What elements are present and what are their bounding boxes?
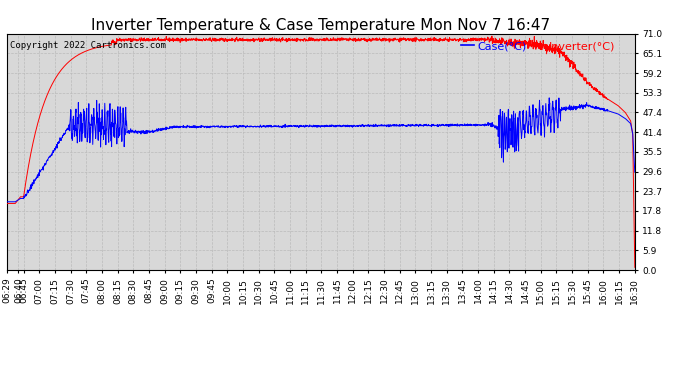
Title: Inverter Temperature & Case Temperature Mon Nov 7 16:47: Inverter Temperature & Case Temperature … — [91, 18, 551, 33]
Text: Copyright 2022 Cartronics.com: Copyright 2022 Cartronics.com — [10, 41, 166, 50]
Legend: Case(°C), Inverter(°C): Case(°C), Inverter(°C) — [456, 37, 620, 56]
